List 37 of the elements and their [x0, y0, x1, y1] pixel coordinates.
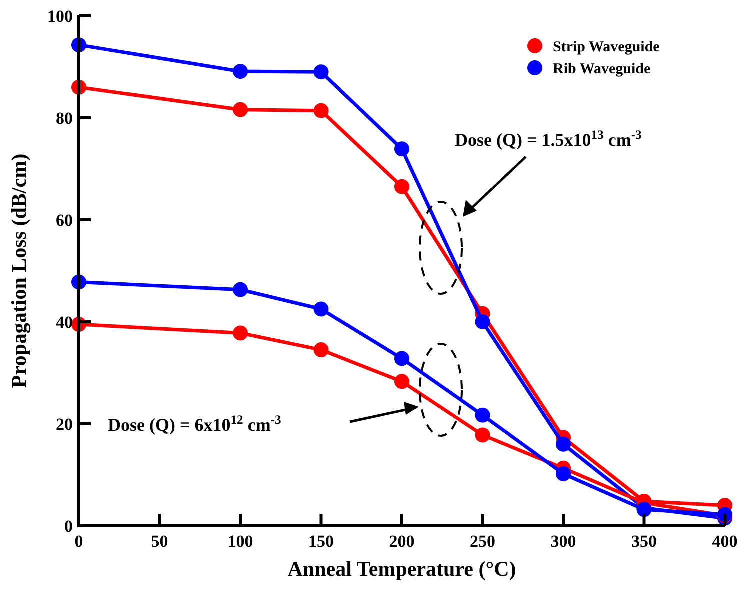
annotation: Dose (Q) = 1.5x10$^{13}$ cm$^{-3}$: [455, 128, 642, 150]
y-tick-label: 80: [56, 108, 73, 128]
x-tick-label: 400: [712, 532, 738, 551]
y-tick-label: 100: [48, 6, 73, 26]
point: [314, 302, 329, 317]
y-tick-label: 0: [64, 516, 73, 536]
point: [314, 103, 329, 118]
y-tick-label: 40: [56, 312, 73, 332]
x-axis-title: Anneal Temperature (°C): [288, 557, 516, 581]
annotation: Dose (Q) = 6x10$^{12}$ cm$^{-3}$: [108, 413, 282, 435]
point: [394, 351, 410, 366]
x-tick-label: 50: [151, 532, 168, 551]
x-tick-label: 150: [308, 532, 334, 551]
legend-label: Rib Waveguide: [553, 61, 652, 78]
point: [394, 374, 410, 390]
point: [394, 142, 410, 157]
point: [475, 408, 490, 423]
point: [475, 428, 490, 443]
x-tick-label: 250: [470, 532, 496, 551]
point: [233, 282, 248, 298]
point: [233, 326, 248, 341]
point: [314, 342, 329, 358]
y-tick-label: 20: [56, 414, 73, 434]
point: [233, 102, 248, 118]
x-tick-label: 200: [389, 532, 415, 551]
y-tick-label: 60: [56, 210, 73, 230]
x-tick-label: 350: [632, 532, 657, 551]
point: [394, 179, 410, 194]
point: [233, 64, 248, 80]
point: [556, 466, 571, 482]
point: [314, 64, 329, 80]
point: [475, 314, 490, 330]
point: [556, 436, 571, 452]
y-axis-title: Propagation Loss (dB/cm): [7, 154, 31, 388]
x-tick-label: 300: [550, 532, 576, 551]
x-tick-label: 100: [228, 532, 254, 551]
legend-label: Strip Waveguide: [553, 39, 660, 56]
